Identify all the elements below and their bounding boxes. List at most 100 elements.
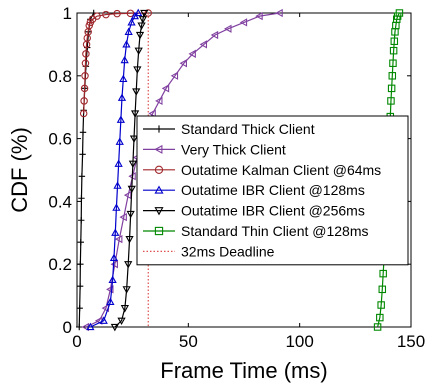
data-point <box>170 71 179 80</box>
data-point <box>373 323 382 331</box>
x-tick-label: 150 <box>397 332 425 351</box>
data-point <box>113 181 122 189</box>
series-0 <box>76 9 97 331</box>
data-point <box>108 275 117 284</box>
data-point <box>116 115 125 123</box>
plot-frame <box>76 12 412 328</box>
y-tick-label: 0.6 <box>48 130 72 149</box>
data-point <box>82 50 90 58</box>
data-point <box>122 286 131 294</box>
legend-entry: Outatime IBR Client @128ms <box>143 182 365 198</box>
data-point <box>128 160 138 169</box>
data-point <box>81 59 90 67</box>
data-point <box>130 110 140 118</box>
data-point <box>115 137 124 145</box>
data-point <box>137 22 146 30</box>
data-point <box>78 173 86 180</box>
data-point <box>188 49 196 58</box>
data-point <box>389 59 397 67</box>
series-line <box>90 12 139 328</box>
data-point <box>134 8 143 17</box>
legend-label: Outatime IBR Client @256ms <box>181 203 365 219</box>
data-point <box>390 37 399 46</box>
data-point <box>120 305 130 313</box>
y-axis-title: CDF (%) <box>7 127 32 213</box>
data-point <box>110 260 118 269</box>
data-point <box>127 18 136 26</box>
data-point <box>119 212 127 222</box>
data-point <box>80 97 88 105</box>
series-line <box>83 12 149 114</box>
x-axis-title: Frame Time (ms) <box>160 358 327 383</box>
y-tick-label: 1 <box>63 4 72 23</box>
data-point <box>102 10 110 19</box>
data-point <box>86 322 95 331</box>
data-point <box>111 228 120 236</box>
data-point <box>379 269 387 278</box>
data-point <box>106 297 115 305</box>
y-tick-label: 0.2 <box>48 255 72 274</box>
data-point <box>114 234 123 244</box>
data-point <box>378 285 387 294</box>
legend-entry: 32ms Deadline <box>143 243 275 259</box>
data-point <box>113 9 121 18</box>
legend-label: 32ms Deadline <box>181 243 275 259</box>
data-point <box>79 109 88 118</box>
data-point <box>255 12 263 21</box>
data-point <box>110 323 119 332</box>
data-point <box>154 185 164 194</box>
data-point <box>161 84 170 93</box>
data-point <box>85 21 93 30</box>
data-point <box>78 195 85 202</box>
data-point <box>119 74 128 83</box>
data-point <box>77 239 84 246</box>
data-point <box>134 47 143 56</box>
legend-label: Standard Thin Client @128ms <box>181 223 369 239</box>
data-point <box>179 59 187 68</box>
data-point <box>99 316 108 324</box>
y-tick-label: 0.4 <box>48 192 72 211</box>
data-point <box>117 93 127 101</box>
legend-entry: Standard Thin Client @128ms <box>143 223 369 239</box>
series-3 <box>86 8 143 331</box>
data-point <box>132 88 141 96</box>
data-point <box>210 30 219 40</box>
legend-entry: Outatime IBR Client @256ms <box>143 203 365 219</box>
data-point <box>144 9 153 17</box>
x-tick-label: 100 <box>285 332 313 351</box>
data-point <box>377 301 385 309</box>
data-point <box>109 253 119 262</box>
data-point <box>106 285 114 294</box>
data-point <box>79 151 86 158</box>
data-point <box>154 207 164 216</box>
data-point <box>239 18 248 27</box>
data-point <box>395 9 404 17</box>
legend-label: Outatime IBR Client @128ms <box>181 182 365 198</box>
series-4 <box>110 9 149 332</box>
legend-entry: Very Thick Client <box>143 141 286 157</box>
data-point <box>155 96 163 106</box>
data-point <box>117 317 126 326</box>
data-point <box>224 24 232 33</box>
data-point <box>140 9 149 18</box>
data-point <box>154 165 164 174</box>
data-point <box>81 72 89 80</box>
y-tick-label: 0 <box>63 318 72 337</box>
data-point <box>389 46 398 55</box>
data-point <box>133 66 142 74</box>
legend-entry: Standard Thick Client <box>143 121 315 137</box>
data-point <box>126 9 135 18</box>
data-point <box>155 125 163 133</box>
data-point <box>78 217 85 224</box>
data-point <box>387 97 395 105</box>
x-tick-label: 0 <box>72 332 81 351</box>
data-point <box>124 27 133 35</box>
data-point <box>114 159 123 167</box>
legend: Standard Thick Client Very Thick Client Ou… <box>136 115 409 266</box>
data-point <box>76 282 84 290</box>
data-point <box>154 144 163 154</box>
y-tick-label: 0.8 <box>48 67 72 86</box>
data-point <box>112 203 121 211</box>
data-point <box>125 235 134 244</box>
